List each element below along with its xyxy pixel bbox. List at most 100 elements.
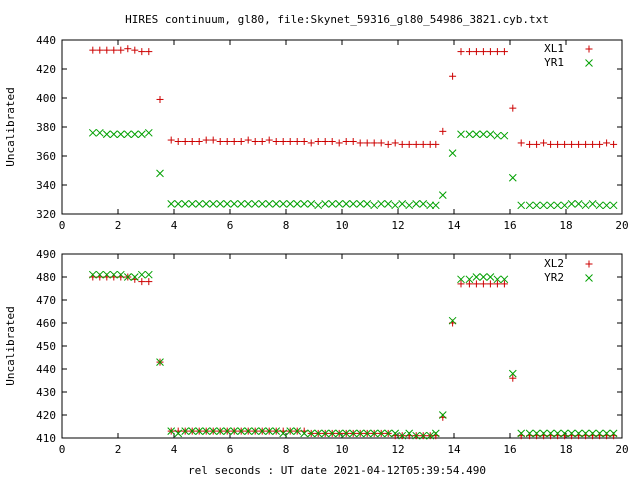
data-point-yr1: [546, 201, 555, 210]
data-point-xl1: [156, 95, 164, 103]
data-point-yr2: [508, 369, 517, 378]
data-point-xl1: [603, 139, 611, 147]
top-x-tick-label: 6: [227, 219, 234, 232]
top-axis-ticks: 0 2 4 6 8 10 12 14 16 18 20 320 340 360 380 400 420 440: [36, 34, 629, 232]
data-point-yr2: [567, 429, 576, 438]
data-point-yr1: [293, 199, 302, 208]
data-point-xl1: [174, 138, 182, 145]
bottom-x-tick-label: 14: [447, 443, 461, 456]
data-point-yr1: [595, 201, 604, 210]
data-point-yr2: [349, 429, 358, 438]
data-point-xl1: [356, 139, 364, 147]
data-point-xl2: [509, 374, 517, 382]
bottom-y-axis-label: Uncalibrated: [4, 306, 17, 385]
data-point-xl1: [110, 46, 118, 54]
data-point-yr2: [342, 429, 351, 438]
bottom-y-tick-label: 420: [36, 409, 56, 422]
data-point-yr1: [116, 130, 125, 139]
data-point-yr2: [181, 427, 190, 435]
data-point-yr1: [195, 199, 204, 208]
legend-label-xl1: XL1: [544, 42, 564, 55]
data-point-xl2: [145, 278, 153, 286]
data-point-yr2: [244, 427, 253, 435]
top-plot-frame: [61, 39, 623, 215]
data-point-yr1: [244, 199, 253, 208]
data-point-xl1: [526, 140, 534, 148]
data-point-yr2: [123, 273, 132, 281]
data-point-xl1: [547, 140, 555, 148]
top-y-tick-label: 440: [36, 34, 56, 47]
data-point-yr1: [431, 201, 440, 210]
data-point-yr2: [448, 316, 457, 325]
bottom-x-tick-label: 4: [171, 443, 178, 456]
data-point-xl1: [419, 140, 427, 148]
bottom-x-tick-label: 2: [115, 443, 122, 456]
bottom-y-tick-label: 430: [36, 386, 56, 399]
top-data-points: [88, 45, 618, 210]
top-x-tick-label: 4: [171, 219, 178, 232]
data-point-yr2: [412, 431, 421, 440]
data-point-yr1: [500, 131, 509, 140]
data-point-yr1: [328, 199, 337, 208]
bottom-x-tick-label: 10: [335, 443, 348, 456]
data-point-yr2: [384, 429, 393, 438]
legend-marker-yr2: [585, 274, 593, 282]
data-point-xl1: [138, 48, 146, 56]
data-point-yr2: [493, 275, 502, 284]
data-point-xl1: [328, 138, 336, 145]
data-point-yr2: [230, 427, 239, 435]
top-x-tick-label: 2: [115, 219, 122, 232]
data-point-xl1: [342, 138, 350, 145]
data-point-yr1: [181, 199, 190, 208]
data-point-xl1: [117, 46, 125, 54]
top-y-tick-label: 380: [36, 121, 56, 134]
data-point-yr1: [230, 199, 239, 208]
data-point-yr1: [307, 199, 316, 208]
data-point-yr1: [130, 130, 139, 139]
data-point-yr1: [602, 201, 611, 210]
data-point-xl1: [145, 48, 153, 56]
data-point-yr1: [335, 199, 344, 208]
data-point-yr2: [223, 427, 232, 435]
chart-title: HIRES continuum, gl80, file:Skynet_59316…: [125, 13, 549, 26]
data-point-yr1: [377, 199, 386, 208]
data-point-yr1: [102, 130, 111, 139]
data-point-yr2: [174, 429, 183, 438]
data-point-yr1: [581, 201, 590, 210]
data-point-xl1: [412, 140, 420, 148]
data-point-xl1: [195, 138, 203, 145]
data-point-yr2: [265, 427, 274, 435]
data-point-yr2: [479, 273, 488, 281]
data-point-yr2: [328, 429, 337, 438]
data-point-yr2: [581, 429, 590, 438]
data-point-xl1: [279, 138, 287, 145]
top-y-tick-label: 420: [36, 63, 56, 76]
top-x-tick-label: 14: [447, 219, 461, 232]
data-point-xl1: [405, 140, 413, 148]
data-point-xl2: [465, 280, 473, 288]
bottom-y-tick-label: 410: [36, 432, 56, 445]
top-x-tick-label: 20: [615, 219, 628, 232]
data-point-xl1: [223, 138, 231, 145]
data-point-yr1: [167, 199, 176, 208]
data-point-yr1: [465, 130, 474, 139]
legend-marker-yr1: [585, 59, 593, 67]
data-point-yr1: [412, 199, 421, 208]
top-x-tick-label: 10: [335, 219, 348, 232]
data-point-yr2: [553, 429, 562, 438]
data-point-yr2: [251, 427, 260, 435]
data-point-yr2: [279, 429, 288, 438]
bottom-y-tick-label: 480: [36, 271, 56, 284]
legend-symbol-yr2: [585, 274, 593, 282]
data-point-xl1: [202, 136, 210, 144]
data-point-yr1: [216, 199, 225, 208]
data-point-yr2: [258, 427, 267, 435]
bottom-x-tick-label: 8: [283, 443, 290, 456]
legend-label-xl2: XL2: [544, 257, 564, 270]
data-point-yr1: [419, 199, 428, 208]
data-point-yr2: [321, 429, 330, 438]
data-point-yr1: [363, 199, 372, 208]
data-point-yr2: [472, 273, 481, 281]
data-point-yr2: [202, 427, 211, 435]
data-point-yr1: [370, 201, 379, 210]
